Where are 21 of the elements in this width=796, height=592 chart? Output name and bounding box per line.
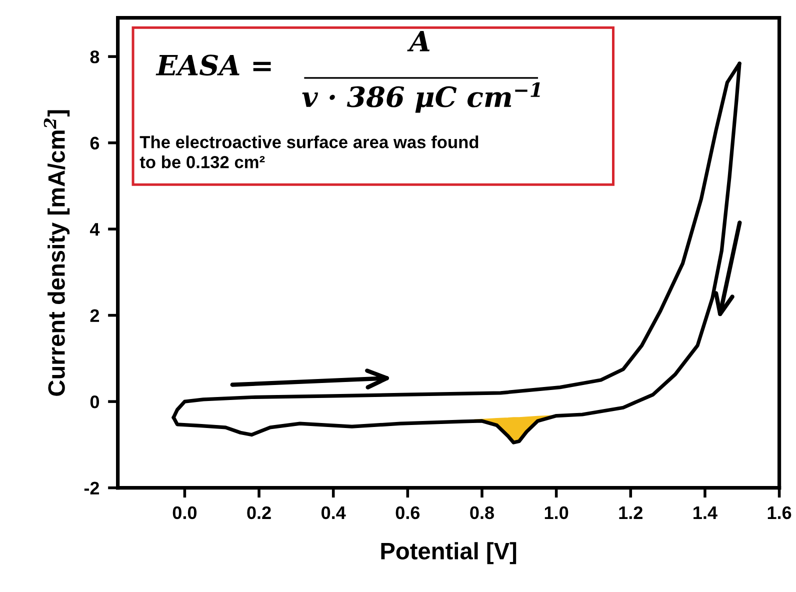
y-tick-label: 6 — [90, 136, 100, 150]
y-axis-title: Current density [mA/cm$^{2}$] — [44, 110, 70, 396]
x-tick-label: 0.0 — [172, 506, 197, 520]
y-tick-label: -2 — [84, 482, 100, 494]
x-tick-label: 1.0 — [544, 506, 568, 520]
x-tick-label: 0.6 — [396, 506, 420, 520]
x-tick-label: 1.2 — [619, 506, 642, 519]
x-tick-label: 1.6 — [768, 506, 792, 520]
x-tick-label: 0.2 — [247, 506, 271, 520]
annotation: v · 386 μC cm$^{−1}$ — [302, 82, 540, 113]
y-tick-label: 2 — [90, 309, 100, 322]
y-tick-label: 8 — [90, 50, 100, 64]
y-tick-label: 0 — [90, 395, 100, 408]
x-tick-label: 1.4 — [694, 506, 718, 519]
annotation: EASA = — [156, 54, 271, 76]
x-axis-title: Potential [V] — [381, 542, 516, 564]
annotation: A — [407, 31, 430, 52]
x-tick-label: 0.8 — [470, 506, 494, 520]
y-tick-label: 4 — [90, 223, 100, 236]
annotation: The electroactive surface area was found to be 0.132 cm² — [140, 136, 478, 168]
x-tick-label: 0.4 — [322, 506, 346, 520]
